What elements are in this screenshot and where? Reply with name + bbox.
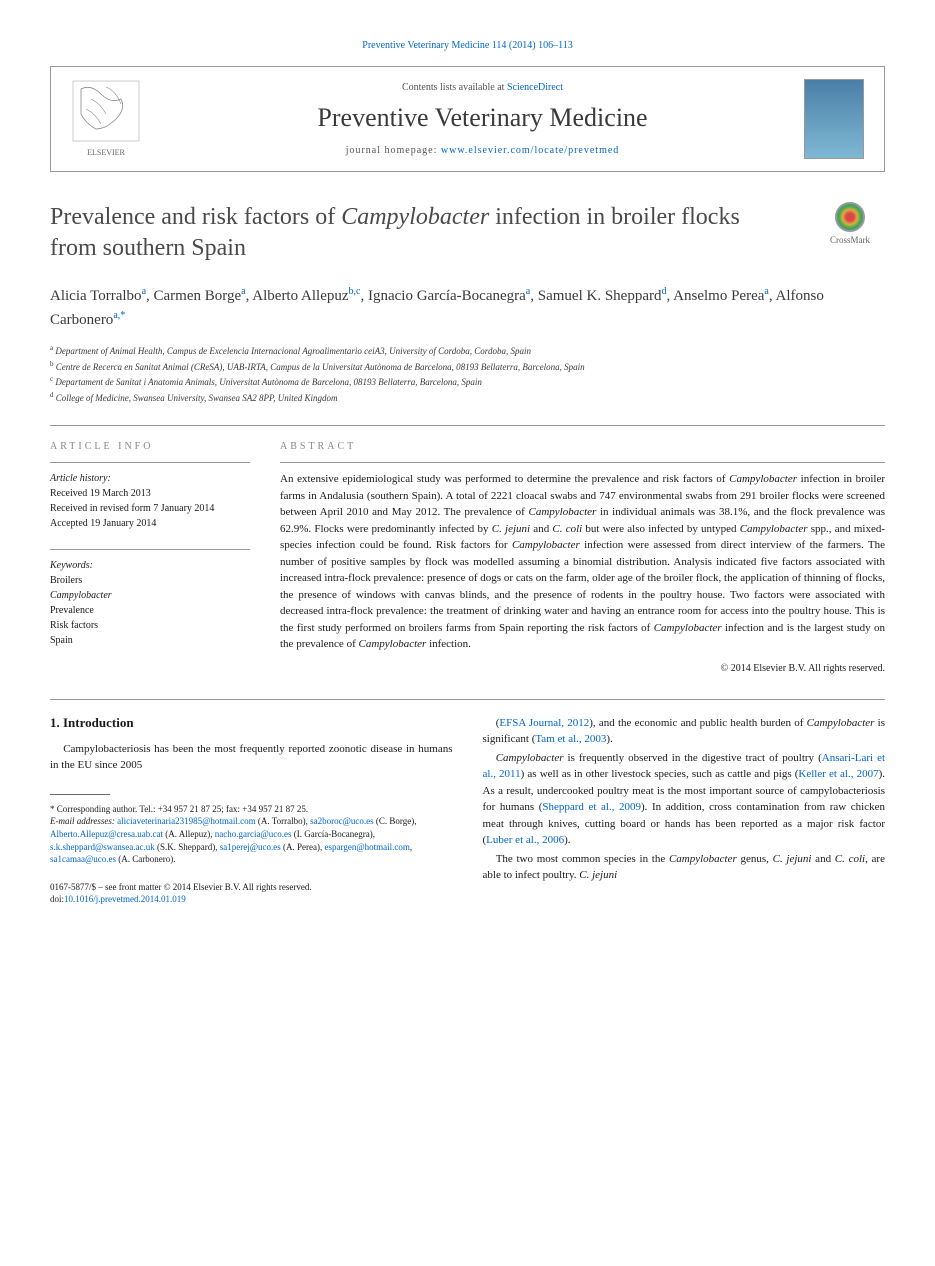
left-column: 1. Introduction Campylobacteriosis has b… — [50, 715, 453, 906]
email-link[interactable]: Alberto.Allepuz@cresa.uab.cat — [50, 829, 163, 839]
citation-link[interactable]: Luber et al., 2006 — [486, 834, 564, 846]
email-label: E-mail addresses: — [50, 816, 117, 826]
journal-header: ELSEVIER Contents lists available at Sci… — [50, 66, 885, 172]
divider — [50, 699, 885, 700]
title-italic: Campylobacter — [341, 204, 489, 230]
footer-issn: 0167-5877/$ – see front matter © 2014 El… — [50, 881, 453, 906]
author-affiliation-sup: d — [661, 286, 666, 297]
author-affiliation-sup: b,c — [349, 286, 361, 297]
abstract-section: abstract An extensive epidemiological st… — [280, 441, 885, 674]
homepage-prefix: journal homepage: — [346, 145, 441, 156]
svg-text:ELSEVIER: ELSEVIER — [87, 148, 125, 157]
crossmark-label: CrossMark — [830, 235, 870, 245]
citation-link[interactable]: Tam et al., 2003 — [535, 733, 606, 745]
citation-link[interactable]: EFSA Journal, 2012 — [499, 717, 589, 729]
author-affiliation-sup: a — [526, 286, 530, 297]
email-link[interactable]: s.k.sheppard@swansea.ac.uk — [50, 842, 155, 852]
doi-link[interactable]: 10.1016/j.prevetmed.2014.01.019 — [64, 894, 186, 904]
affiliations-list: a Department of Animal Health, Campus de… — [50, 343, 885, 405]
doi-prefix: doi: — [50, 894, 64, 904]
corresponding-author: * Corresponding author. Tel.: +34 957 21… — [50, 803, 453, 816]
footnote-separator — [50, 794, 110, 795]
keyword: Risk factors — [50, 618, 250, 633]
crossmark-icon — [835, 202, 865, 232]
front-matter: 0167-5877/$ – see front matter © 2014 El… — [50, 881, 453, 894]
keyword: Broilers — [50, 573, 250, 588]
email-link[interactable]: nacho.garcia@uco.es — [215, 829, 292, 839]
intro-text-left: Campylobacteriosis has been the most fre… — [50, 741, 453, 774]
abstract-heading: abstract — [280, 441, 885, 452]
article-info-heading: article info — [50, 441, 250, 452]
intro-p1: Campylobacteriosis has been the most fre… — [50, 741, 453, 774]
body-paragraph: Campylobacter is frequently observed in … — [483, 750, 886, 849]
keywords-list: BroilersCampylobacterPrevalenceRisk fact… — [50, 573, 250, 648]
authors-list: Alicia Torralboa, Carmen Borgea, Alberto… — [50, 284, 885, 331]
journal-homepage: journal homepage: www.elsevier.com/locat… — [161, 145, 804, 156]
keywords-block: Keywords: BroilersCampylobacterPrevalenc… — [50, 558, 250, 648]
intro-text-right: (EFSA Journal, 2012), and the economic a… — [483, 715, 886, 884]
body-paragraph: The two most common species in the Campy… — [483, 851, 886, 884]
article-history: Article history: Received 19 March 2013 … — [50, 471, 250, 531]
author-affiliation-sup: a — [241, 286, 245, 297]
email-link[interactable]: sa1camaa@uco.es — [50, 854, 116, 864]
elsevier-logo: ELSEVIER — [71, 79, 141, 159]
affiliation: c Departament de Sanitat i Anatomia Anim… — [50, 374, 885, 390]
email-link[interactable]: sa2boroc@uco.es — [310, 816, 374, 826]
article-title: Prevalence and risk factors of Campyloba… — [50, 202, 770, 264]
footnotes: * Corresponding author. Tel.: +34 957 21… — [50, 803, 453, 866]
abstract-divider — [280, 462, 885, 463]
author-affiliation-sup: a — [764, 286, 768, 297]
right-column: (EFSA Journal, 2012), and the economic a… — [483, 715, 886, 906]
article-info: article info Article history: Received 1… — [50, 441, 250, 674]
title-pre: Prevalence and risk factors of — [50, 204, 341, 230]
accepted-date: Accepted 19 January 2014 — [50, 516, 250, 531]
received-date: Received 19 March 2013 — [50, 486, 250, 501]
title-section: Prevalence and risk factors of Campyloba… — [50, 202, 885, 264]
contents-prefix: Contents lists available at — [402, 82, 507, 93]
info-divider — [50, 549, 250, 550]
homepage-link[interactable]: www.elsevier.com/locate/prevetmed — [441, 145, 619, 156]
corresponding-star: * — [120, 310, 125, 321]
sciencedirect-link[interactable]: ScienceDirect — [507, 82, 563, 93]
body-paragraph: (EFSA Journal, 2012), and the economic a… — [483, 715, 886, 748]
author: Carmen Borge — [154, 288, 242, 304]
divider — [50, 425, 885, 426]
email-addresses: E-mail addresses: aliciaveterinaria23198… — [50, 815, 453, 865]
affiliation: b Centre de Recerca en Sanitat Animal (C… — [50, 359, 885, 375]
affiliation: a Department of Animal Health, Campus de… — [50, 343, 885, 359]
citation-link[interactable]: Keller et al., 2007 — [798, 768, 878, 780]
history-label: Article history: — [50, 471, 250, 486]
email-link[interactable]: sa1perej@uco.es — [220, 842, 281, 852]
info-divider — [50, 462, 250, 463]
author: Anselmo Perea — [673, 288, 764, 304]
abstract-text: An extensive epidemiological study was p… — [280, 471, 885, 653]
email-link[interactable]: aliciaveterinaria231985@hotmail.com — [117, 816, 256, 826]
author: Ignacio García-Bocanegra — [368, 288, 526, 304]
doi-line: doi:10.1016/j.prevetmed.2014.01.019 — [50, 893, 453, 906]
author-affiliation-sup: a — [142, 286, 146, 297]
body-columns: 1. Introduction Campylobacteriosis has b… — [50, 715, 885, 906]
keyword: Spain — [50, 633, 250, 648]
contents-available: Contents lists available at ScienceDirec… — [161, 82, 804, 93]
author: Alicia Torralbo — [50, 288, 142, 304]
keyword: Campylobacter — [50, 588, 250, 603]
journal-name: Preventive Veterinary Medicine — [161, 103, 804, 133]
revised-date: Received in revised form 7 January 2014 — [50, 501, 250, 516]
affiliation: d College of Medicine, Swansea Universit… — [50, 390, 885, 406]
info-abstract-row: article info Article history: Received 1… — [50, 441, 885, 674]
section-1-heading: 1. Introduction — [50, 715, 453, 731]
header-center: Contents lists available at ScienceDirec… — [161, 82, 804, 156]
author: Alberto Allepuz — [252, 288, 348, 304]
abstract-copyright: © 2014 Elsevier B.V. All rights reserved… — [280, 663, 885, 674]
journal-reference: Preventive Veterinary Medicine 114 (2014… — [50, 40, 885, 51]
keyword: Prevalence — [50, 603, 250, 618]
crossmark-badge[interactable]: CrossMark — [815, 202, 885, 245]
keywords-label: Keywords: — [50, 558, 250, 573]
journal-cover-thumbnail — [804, 79, 864, 159]
author: Samuel K. Sheppard — [538, 288, 662, 304]
citation-link[interactable]: Sheppard et al., 2009 — [542, 801, 641, 813]
email-link[interactable]: espargen@hotmail.com — [325, 842, 410, 852]
